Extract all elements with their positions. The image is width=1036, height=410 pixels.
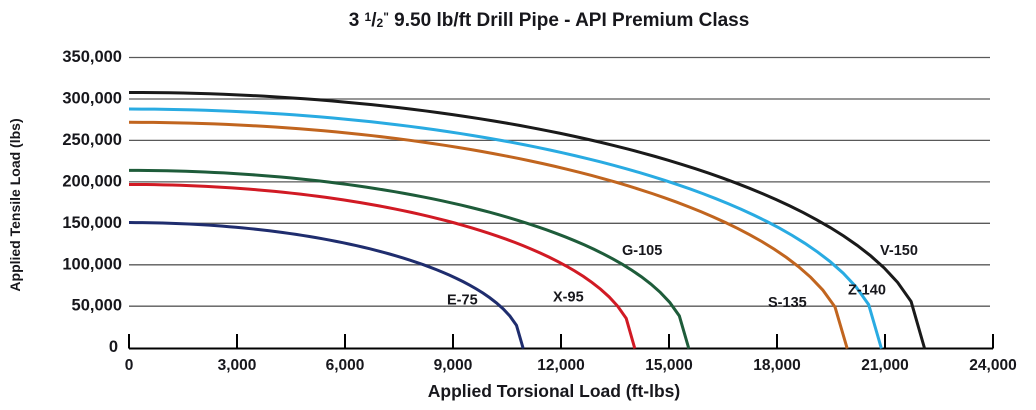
svg-text:G-105: G-105	[622, 243, 662, 259]
svg-text:350,000: 350,000	[62, 48, 122, 66]
svg-text:Applied Torsional Load (ft-lbs: Applied Torsional Load (ft-lbs)	[428, 381, 680, 401]
svg-text:18,000: 18,000	[753, 357, 800, 374]
svg-text:0: 0	[109, 338, 118, 356]
svg-text:Applied Tensile Load (lbs): Applied Tensile Load (lbs)	[7, 118, 23, 291]
svg-text:E-75: E-75	[447, 293, 478, 309]
svg-text:V-150: V-150	[880, 243, 918, 259]
svg-text:Z-140: Z-140	[848, 282, 886, 298]
svg-text:15,000: 15,000	[645, 357, 692, 374]
svg-text:6,000: 6,000	[326, 357, 365, 374]
svg-text:X-95: X-95	[553, 289, 584, 305]
svg-text:150,000: 150,000	[62, 214, 122, 232]
svg-text:200,000: 200,000	[62, 172, 122, 190]
svg-text:3 1/2" 9.50 lb/ft Drill Pipe: 3 1/2" 9.50 lb/ft Drill Pipe - API Premi…	[349, 10, 750, 31]
svg-text:300,000: 300,000	[62, 90, 122, 108]
svg-text:100,000: 100,000	[62, 255, 122, 273]
svg-text:24,000: 24,000	[969, 357, 1016, 374]
svg-text:250,000: 250,000	[62, 131, 122, 149]
svg-text:3,000: 3,000	[218, 357, 257, 374]
svg-text:50,000: 50,000	[72, 297, 122, 315]
svg-text:9,000: 9,000	[434, 357, 473, 374]
svg-text:12,000: 12,000	[537, 357, 584, 374]
svg-text:S-135: S-135	[768, 295, 807, 311]
svg-text:21,000: 21,000	[861, 357, 908, 374]
svg-text:0: 0	[125, 357, 134, 374]
